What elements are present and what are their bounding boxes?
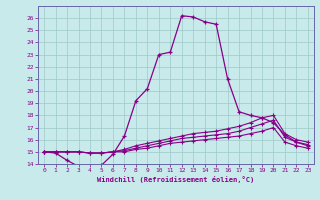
- X-axis label: Windchill (Refroidissement éolien,°C): Windchill (Refroidissement éolien,°C): [97, 176, 255, 183]
